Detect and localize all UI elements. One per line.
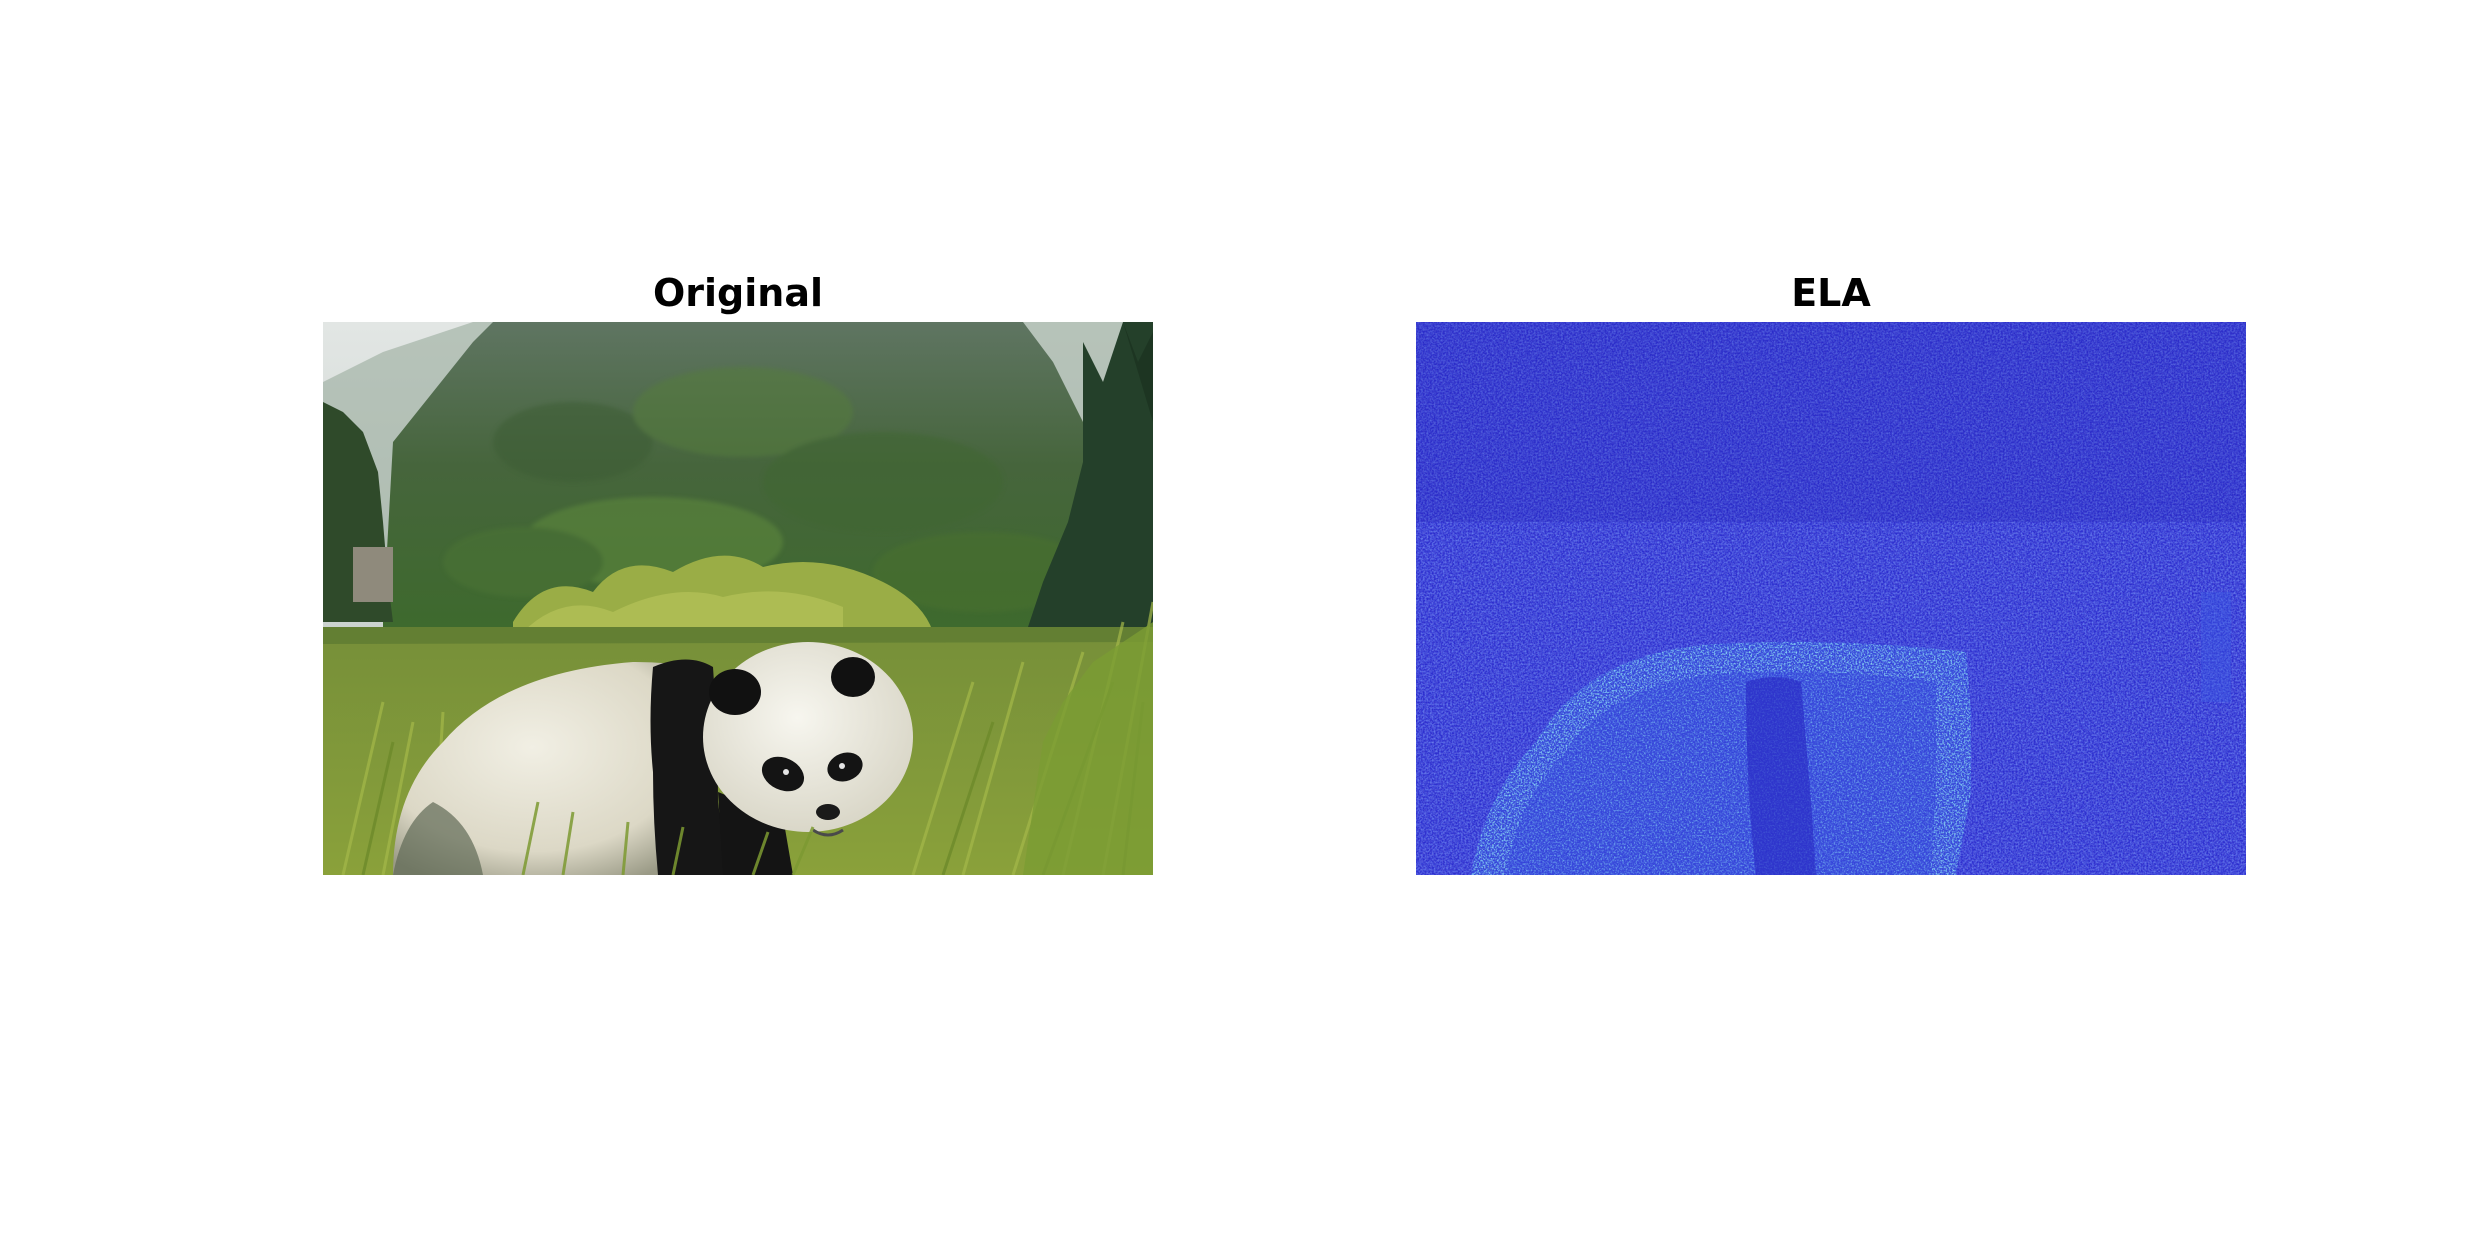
ela-title: ELA [1791,271,1871,315]
panda-photo [323,322,1153,875]
ela-image [1416,322,2246,875]
original-image [323,322,1153,875]
original-title: Original [652,271,824,315]
ela-map [1416,322,2246,875]
